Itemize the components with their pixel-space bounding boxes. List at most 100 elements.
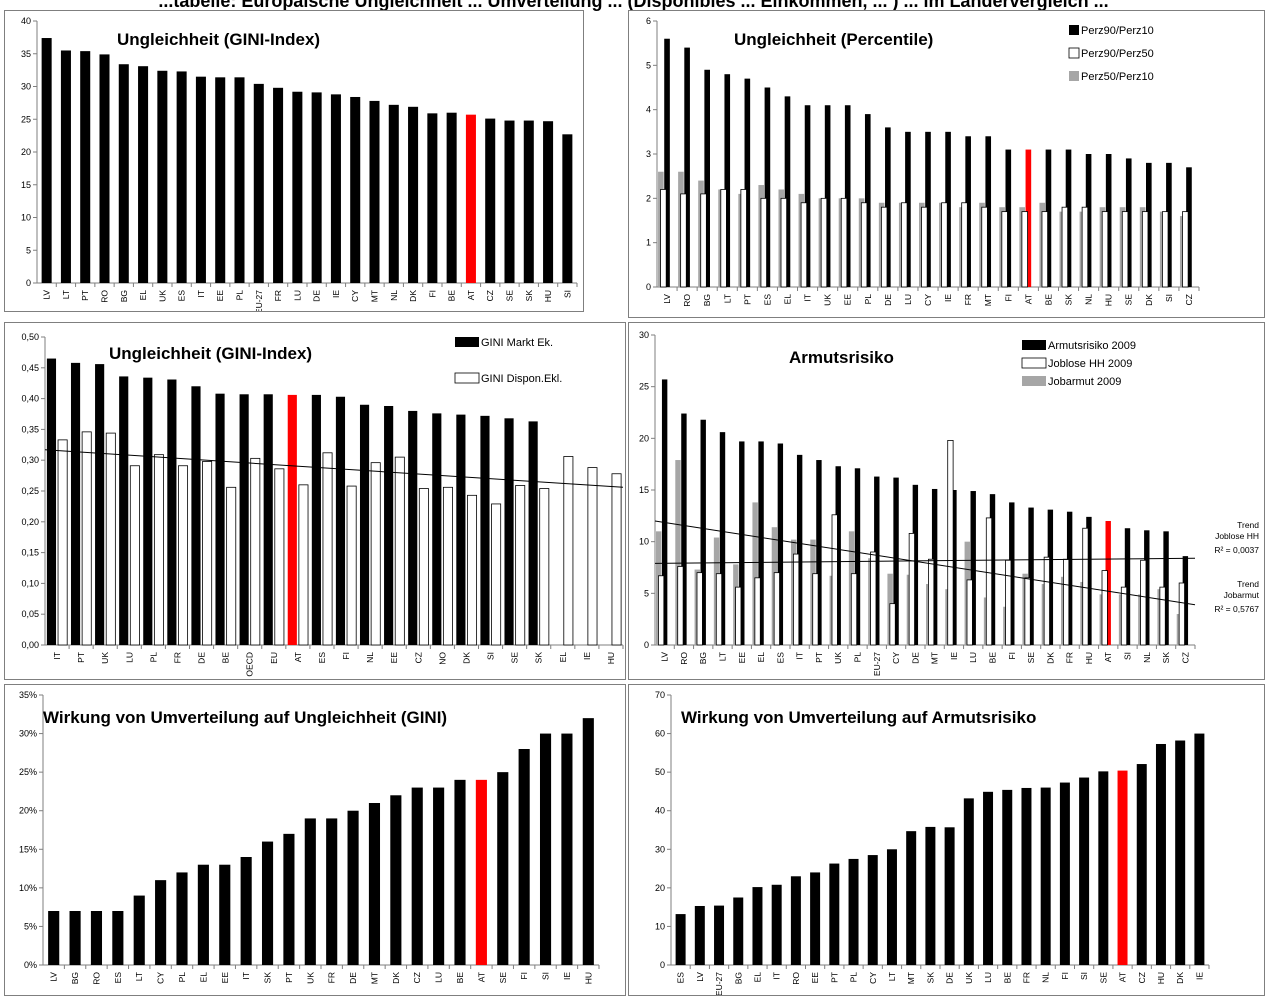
chart-title: Wirkung von Umverteilung auf Armutsrisik… <box>681 708 1036 727</box>
x-tick-label: CZ <box>1184 294 1194 305</box>
bar-dk-s1 <box>467 494 478 646</box>
bar-ie-s0 <box>330 94 341 283</box>
x-tick-label: BE <box>988 652 998 664</box>
bar-uk-s0 <box>304 818 316 965</box>
bar-bg-s1 <box>696 572 703 646</box>
x-tick-label: IT <box>52 652 62 660</box>
y-tick-label: 20 <box>21 147 31 157</box>
x-tick-label: ES <box>775 652 785 664</box>
bar-it-s1 <box>800 202 808 288</box>
bar-fi-s0 <box>518 749 530 965</box>
bar-lv-s0 <box>694 905 705 965</box>
x-tick-label: NL <box>365 652 375 663</box>
x-tick-label: DE <box>883 294 893 306</box>
bar-hu-s1 <box>611 473 622 646</box>
bar-se-s0 <box>1098 771 1109 965</box>
bar-lt-s0 <box>719 432 726 645</box>
x-tick-label: EU-27 <box>714 972 724 995</box>
bar-eu-27-s0 <box>714 905 725 965</box>
bar-se-s1 <box>515 485 526 646</box>
bar-cz-s1 <box>1178 582 1185 646</box>
bar-eu-27-s1 <box>870 551 877 646</box>
x-tick-label: FI <box>341 652 351 660</box>
x-tick-label: PL <box>148 652 158 663</box>
x-tick-label: CZ <box>1180 652 1190 663</box>
x-tick-label: IT <box>241 972 251 980</box>
bar-de-s0 <box>311 92 322 284</box>
x-tick-label: CY <box>156 972 166 984</box>
y-tick-label: 20 <box>639 433 649 443</box>
bar-lv-s1 <box>658 575 665 646</box>
bar-cz-s1 <box>1182 211 1189 288</box>
x-tick-label: UK <box>964 972 974 984</box>
x-tick-label: FR <box>172 652 182 663</box>
x-tick-label: PT <box>814 652 824 663</box>
x-tick-label: LU <box>434 972 444 983</box>
bar-es-s0 <box>675 914 686 965</box>
bar-pt-s1 <box>812 573 819 646</box>
x-tick-label: AT <box>476 972 486 982</box>
legend-label: Jobarmut 2009 <box>1048 376 1121 388</box>
y-tick-label: 0 <box>26 278 31 288</box>
x-tick-label: SE <box>1098 972 1108 984</box>
x-tick-label: FR <box>327 972 337 983</box>
trendline-label: Joblose HH <box>1215 531 1259 541</box>
x-tick-label: LT <box>887 972 897 981</box>
bar-mt-s1 <box>981 206 988 288</box>
x-tick-label: IE <box>562 972 572 980</box>
bar-pt-s0 <box>283 833 295 965</box>
x-tick-label: LT <box>718 652 728 661</box>
bar-fr-s0 <box>965 136 971 287</box>
bar-fr-s0 <box>326 818 338 965</box>
legend-swatch <box>1069 25 1079 35</box>
bar-pt-s0 <box>744 78 751 287</box>
bar-sk-s0 <box>261 841 274 965</box>
bar-uk-s0 <box>95 364 105 645</box>
x-tick-label: SK <box>263 972 273 984</box>
bar-bg-s0 <box>118 64 129 283</box>
x-tick-label: EL <box>752 972 762 983</box>
bar-el-s1 <box>563 456 574 646</box>
y-tick-label: 10 <box>21 213 31 223</box>
bar-uk-s1 <box>105 432 116 646</box>
x-tick-label: UK <box>305 972 315 984</box>
x-tick-label: DE <box>348 972 358 984</box>
bar-es-s1 <box>760 197 767 288</box>
bar-be-s1 <box>1041 211 1049 288</box>
bar-es-s1 <box>773 572 780 646</box>
legend-swatch <box>1068 47 1080 59</box>
x-tick-label: DE <box>910 652 920 664</box>
bar-sk-s0 <box>523 120 534 283</box>
bar-es-s0 <box>112 911 124 965</box>
x-tick-label: BE <box>1043 294 1053 306</box>
bar-pt-s0 <box>816 460 822 645</box>
x-tick-label: ES <box>317 652 327 664</box>
x-tick-label: IE <box>1194 972 1204 980</box>
y-tick-label: 30 <box>21 82 31 92</box>
y-tick-label: 10 <box>655 921 665 931</box>
x-tick-label: CY <box>868 972 878 984</box>
y-tick-label: 0,10 <box>21 578 39 588</box>
bar-cy-s0 <box>867 855 878 965</box>
x-tick-label: IT <box>803 294 813 302</box>
x-tick-label: LV <box>695 972 705 982</box>
chart-svg: 0,00 0,05 0,10 0,15 0,20 0,25 0,30 0,35 0,40 0,45… <box>21 332 624 677</box>
bar-cz-s0 <box>1186 167 1192 287</box>
bar-es-s1 <box>322 452 333 646</box>
x-tick-label: EE <box>389 652 399 664</box>
bar-se-s0 <box>1125 158 1132 287</box>
x-tick-label: LV <box>662 294 672 304</box>
chart-svg: 0 1 2 3 4 5 6 LV RO BG LT PT ES EL IT UK EE PL DE LU CY IE FR M… <box>646 16 1200 307</box>
bar-at-s1 <box>298 484 309 646</box>
x-tick-label: DK <box>391 972 401 984</box>
x-tick-label: PL <box>863 294 873 305</box>
y-tick-label: 0,30 <box>21 455 39 465</box>
x-tick-label: NL <box>1142 652 1152 663</box>
x-tick-label: CY <box>923 294 933 306</box>
x-tick-label: LV <box>49 972 59 982</box>
x-tick-label: DK <box>1144 294 1154 306</box>
x-tick-label: CY <box>891 652 901 664</box>
x-tick-label: EU-27 <box>254 290 264 311</box>
bar-mt-s0 <box>931 488 938 645</box>
x-tick-label: PT <box>829 972 839 983</box>
